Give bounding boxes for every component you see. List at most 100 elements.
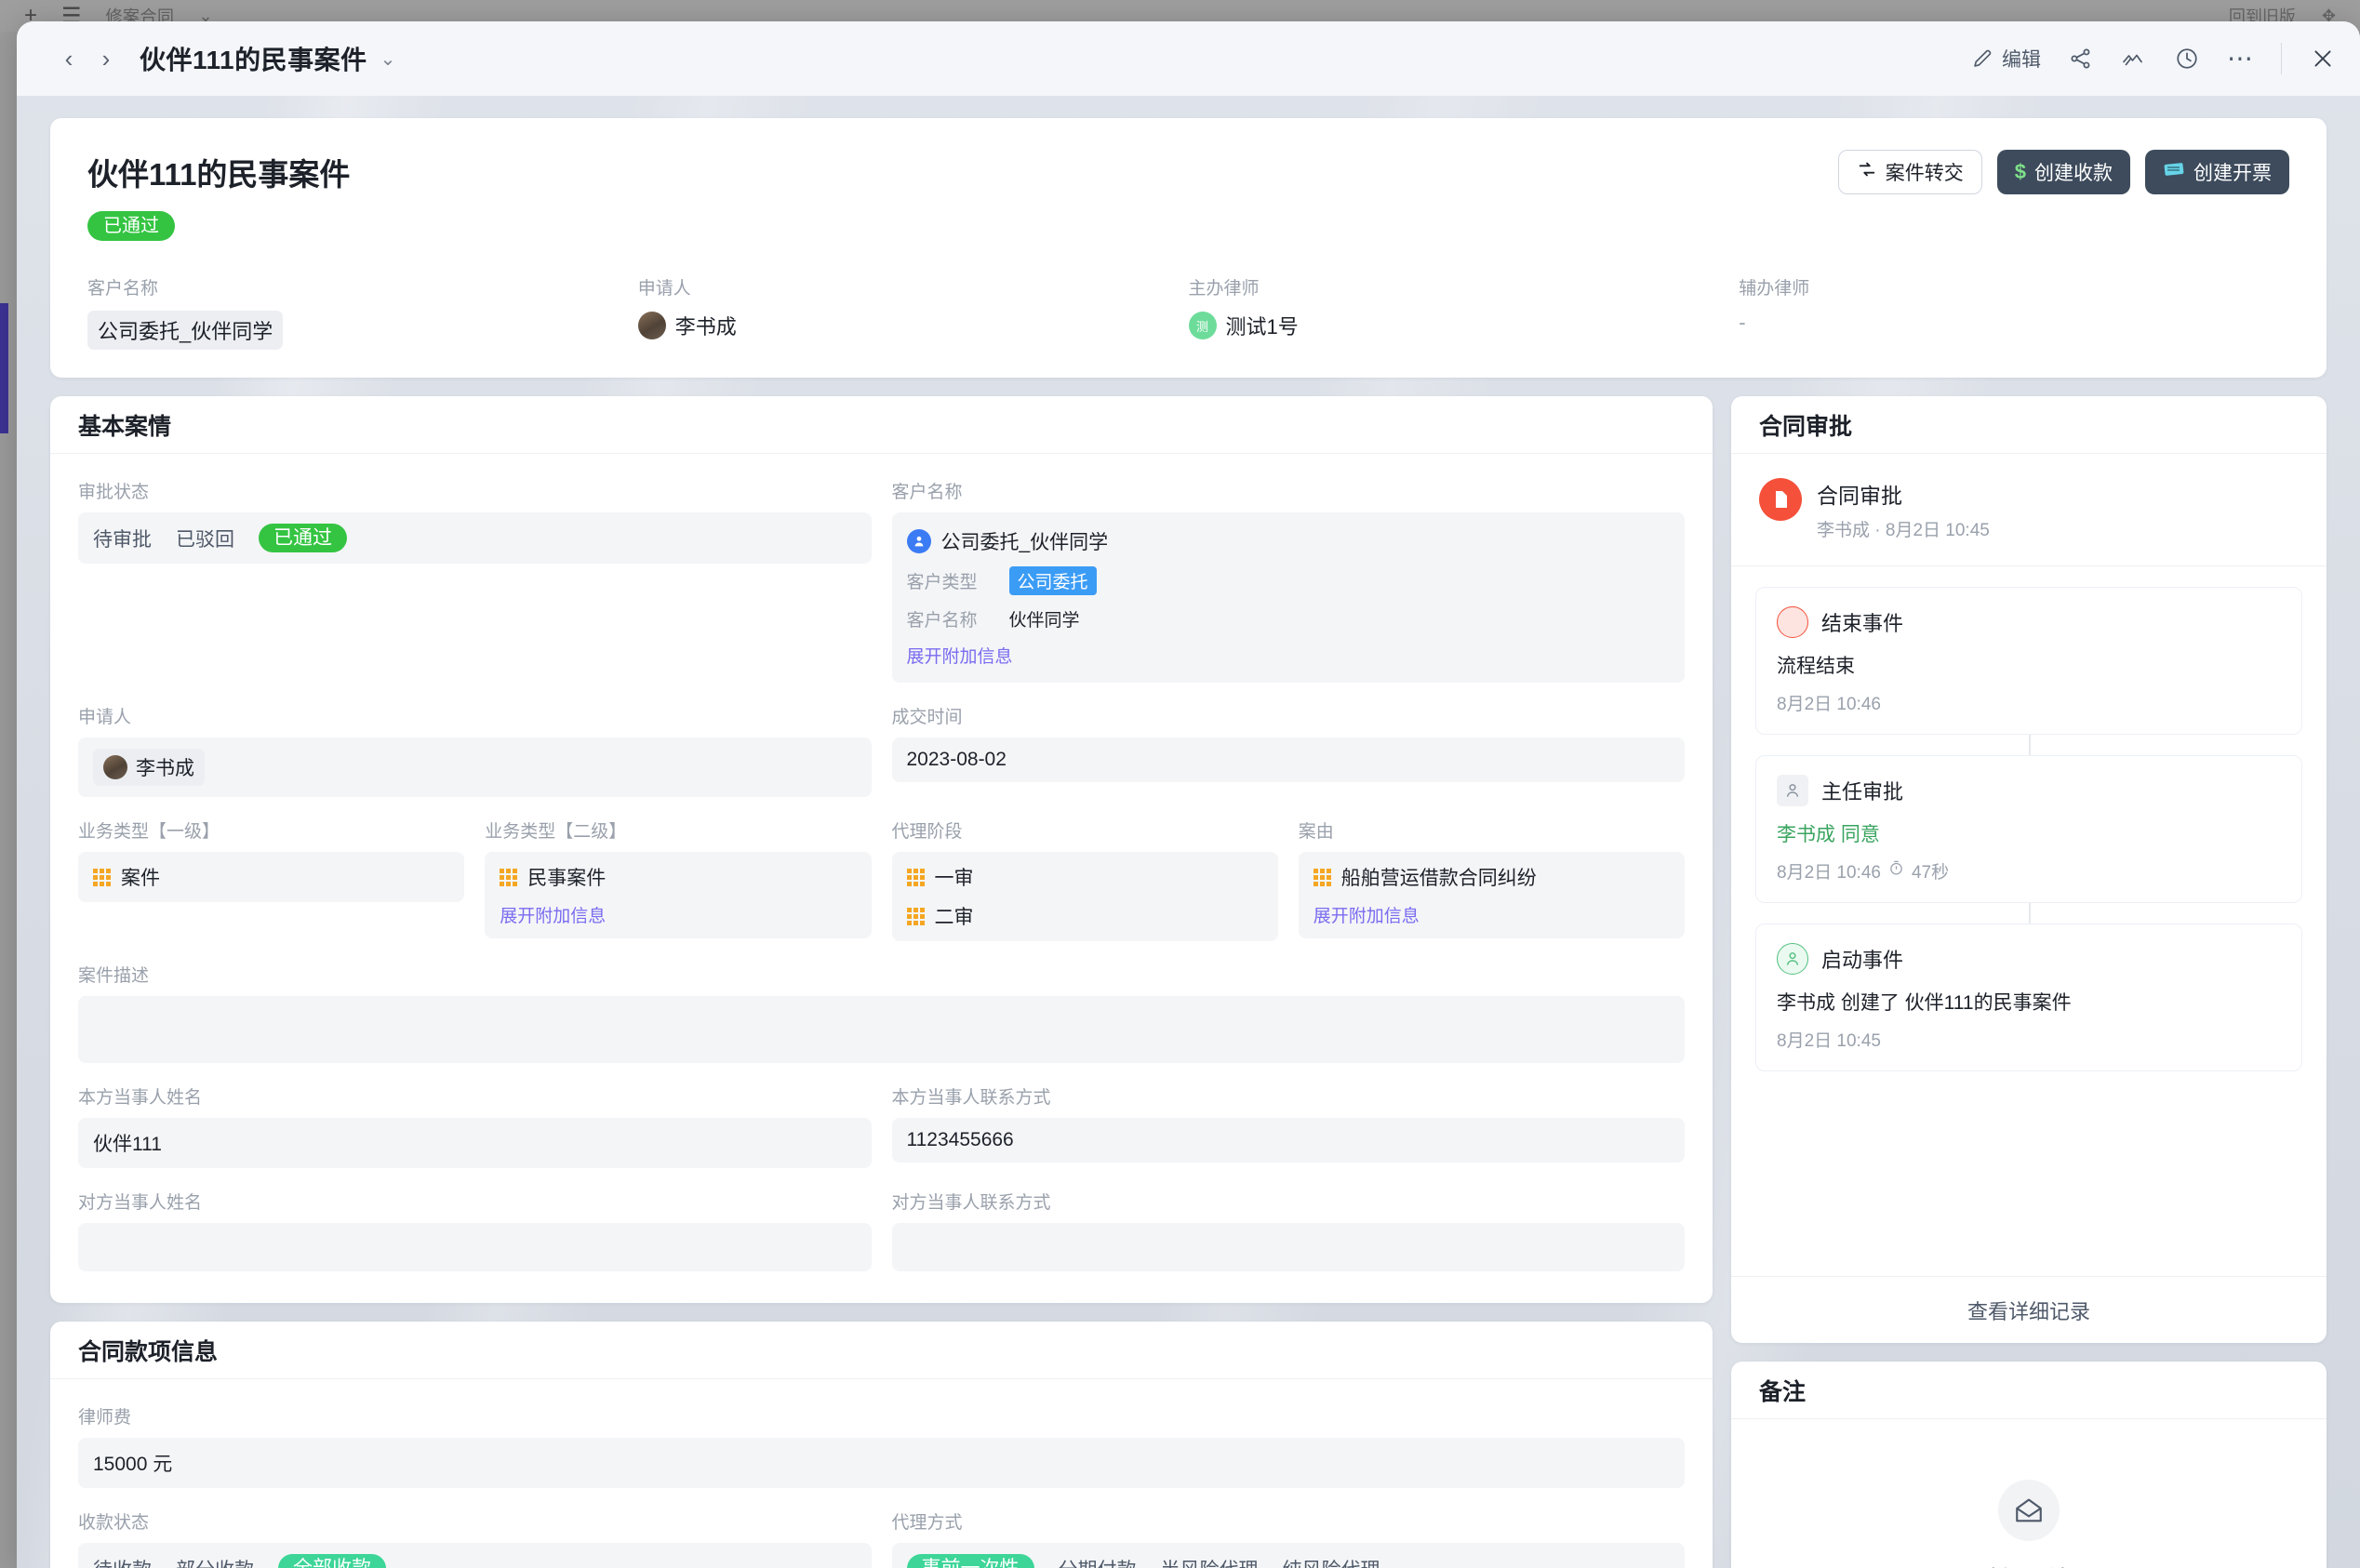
document-title: 伙伴111的民事案件 xyxy=(140,46,367,74)
left-column: 基本案情 审批状态 待审批 已驳回 已通过 xyxy=(50,396,1713,1568)
customer-name-key: 客户名称 xyxy=(906,611,978,631)
node-time: 8月2日 10:45 xyxy=(1777,1031,1881,1051)
field-lawyer-fee: 律师费 15000 元 xyxy=(78,1403,1685,1488)
deal-time-value: 2023-08-02 xyxy=(891,737,1685,782)
dollar-icon: $ xyxy=(2014,160,2026,183)
create-receipt-button[interactable]: $ 创建收款 xyxy=(1996,150,2130,194)
meta-applicant: 申请人 李书成 xyxy=(637,274,1189,350)
field-customer-name: 客户名称 公司委托_伙伴同学 xyxy=(891,478,1685,683)
chevron-down-icon[interactable]: ⌄ xyxy=(198,6,214,25)
node-body: 李书成 创建了 伙伴111的民事案件 xyxy=(1777,992,2072,1014)
node-name: 启动事件 xyxy=(1821,949,1904,972)
field-other-party-contact: 对方当事人联系方式 xyxy=(891,1189,1685,1271)
customer-main-name: 公司委托_伙伴同学 xyxy=(940,532,1109,553)
share-button[interactable] xyxy=(2069,47,2093,71)
expand-extra-info-link[interactable]: 展开附加信息 xyxy=(1313,907,1420,926)
payment-option-partial[interactable]: 部分收款 xyxy=(176,1555,254,1568)
other-party-name-value[interactable] xyxy=(78,1223,872,1271)
field-label: 收款状态 xyxy=(78,1513,150,1533)
field-label: 成交时间 xyxy=(891,708,963,727)
node-body: 流程结束 xyxy=(1777,656,1855,677)
field-label: 审批状态 xyxy=(78,483,150,502)
approval-header-title: 合同审批 xyxy=(1817,484,1902,508)
field-cause: 案由 船舶营运借款合同纠纷 展开附加信息 xyxy=(1298,817,1685,941)
approval-option-rejected[interactable]: 已驳回 xyxy=(176,528,234,551)
field-other-party-name: 对方当事人姓名 xyxy=(78,1189,872,1271)
field-own-party-name: 本方当事人姓名 伙伴111 xyxy=(78,1083,872,1168)
nav-forward-button[interactable]: › xyxy=(101,44,111,73)
edit-button[interactable]: 编辑 xyxy=(1971,45,2041,73)
approval-header-item[interactable]: 合同审批 李书成 · 8月2日 10:45 xyxy=(1731,454,2327,566)
collaborate-icon xyxy=(2121,47,2147,71)
field-label: 案件描述 xyxy=(78,966,150,986)
desktop-left-rail xyxy=(0,303,8,433)
timeline-node-end-event[interactable]: 结束事件 流程结束 8月2日 10:46 xyxy=(1755,587,2302,735)
meta-customer-name: 客户名称 公司委托_伙伴同学 xyxy=(87,274,638,350)
approval-panel-card: 合同审批 合同审批 李书成 · 8月2日 10:45 xyxy=(1731,396,2327,1343)
meta-value-chip[interactable]: 公司委托_伙伴同学 xyxy=(87,311,284,350)
avatar: 测 xyxy=(1188,312,1217,339)
agency-mode-option-installment[interactable]: 分期付款 xyxy=(1059,1555,1137,1568)
modal-header-bar: ‹ › 伙伴111的民事案件 ⌄ 编辑 xyxy=(17,21,2360,96)
chevron-down-icon[interactable]: ⌄ xyxy=(380,48,396,70)
other-party-contact-value[interactable] xyxy=(891,1223,1685,1271)
history-button[interactable] xyxy=(2175,47,2199,71)
agency-stage-value-1: 一审 xyxy=(934,868,974,889)
nav-back-button[interactable]: ‹ xyxy=(64,44,73,73)
meta-label: 申请人 xyxy=(637,279,691,299)
field-biz-type-1: 业务类型【一级】 案件 xyxy=(78,817,465,941)
meta-value: 测试1号 xyxy=(1225,315,1299,339)
expand-icon[interactable]: ✥ xyxy=(2321,6,2336,25)
share-icon xyxy=(2069,47,2093,71)
cause-value: 船舶营运借款合同纠纷 xyxy=(1340,868,1537,889)
agency-mode-option-full-risk[interactable]: 纯风险代理 xyxy=(1283,1555,1380,1568)
field-label: 业务类型【一级】 xyxy=(78,822,220,842)
own-party-contact-value[interactable]: 1123455666 xyxy=(891,1118,1685,1163)
node-time: 8月2日 10:46 xyxy=(1777,695,1881,714)
timeline-spacer xyxy=(1755,1071,2302,1267)
view-detail-records-link[interactable]: 查看详细记录 xyxy=(1731,1276,2327,1343)
expand-extra-info-link[interactable]: 展开附加信息 xyxy=(906,647,1013,667)
field-label: 客户名称 xyxy=(891,483,963,502)
more-dots-icon: ⋯ xyxy=(2227,44,2253,73)
grid-icon xyxy=(93,868,111,886)
close-button[interactable] xyxy=(2310,46,2336,72)
timeline-connector xyxy=(2029,735,2031,755)
user-icon xyxy=(906,529,931,553)
approval-option-pending[interactable]: 待审批 xyxy=(93,528,152,551)
ticket-icon xyxy=(2163,160,2185,184)
transfer-icon xyxy=(1857,159,1877,185)
person-icon xyxy=(1777,775,1808,806)
collaborate-button[interactable] xyxy=(2121,47,2147,71)
applicant-value: 李书成 xyxy=(136,758,194,779)
own-party-name-value[interactable]: 伙伴111 xyxy=(78,1118,872,1168)
agency-mode-option-semi-risk[interactable]: 半风险代理 xyxy=(1161,1555,1259,1568)
transfer-case-label: 案件转交 xyxy=(1885,163,1964,184)
biz-type-1-value: 案件 xyxy=(121,868,160,889)
agency-mode-option-upfront[interactable]: 事前一次性 xyxy=(906,1554,1034,1568)
page-body: 伙伴111的民事案件 已通过 案件转交 xyxy=(17,96,2360,1568)
clock-icon xyxy=(2175,47,2199,71)
detail-modal-window: ‹ › 伙伴111的民事案件 ⌄ 编辑 xyxy=(17,21,2360,1568)
field-deal-time: 成交时间 2023-08-02 xyxy=(891,703,1685,797)
create-invoice-button[interactable]: 创建开票 xyxy=(2145,150,2289,194)
field-label: 对方当事人姓名 xyxy=(78,1193,203,1213)
more-options-button[interactable]: ⋯ xyxy=(2227,44,2253,73)
lawyer-fee-value[interactable]: 15000 元 xyxy=(78,1438,1685,1488)
approval-header-subtitle: 李书成 · 8月2日 10:45 xyxy=(1817,521,1990,540)
timeline-connector xyxy=(2029,903,2031,924)
timeline-node-director-approval[interactable]: 主任审批 李书成 同意 8月2日 10:46 47秒 xyxy=(1755,755,2302,903)
payment-option-full[interactable]: 全部收款 xyxy=(278,1554,386,1568)
case-description-value[interactable] xyxy=(78,996,1685,1063)
timeline-node-start-event[interactable]: 启动事件 李书成 创建了 伙伴111的民事案件 8月2日 10:45 xyxy=(1755,924,2302,1071)
field-agency-mode: 代理方式 事前一次性 分期付款 半风险代理 纯风险代理 xyxy=(891,1508,1685,1568)
approval-option-approved[interactable]: 已通过 xyxy=(259,524,347,552)
field-label: 申请人 xyxy=(78,708,132,727)
expand-extra-info-link[interactable]: 展开附加信息 xyxy=(500,907,607,926)
field-applicant: 申请人 李书成 xyxy=(78,703,872,797)
transfer-case-button[interactable]: 案件转交 xyxy=(1837,150,1982,194)
avatar xyxy=(103,755,127,779)
agency-stage-value-2: 二审 xyxy=(934,907,974,928)
payment-option-pending[interactable]: 待收款 xyxy=(93,1555,152,1568)
create-receipt-label: 创建收款 xyxy=(2034,163,2113,184)
